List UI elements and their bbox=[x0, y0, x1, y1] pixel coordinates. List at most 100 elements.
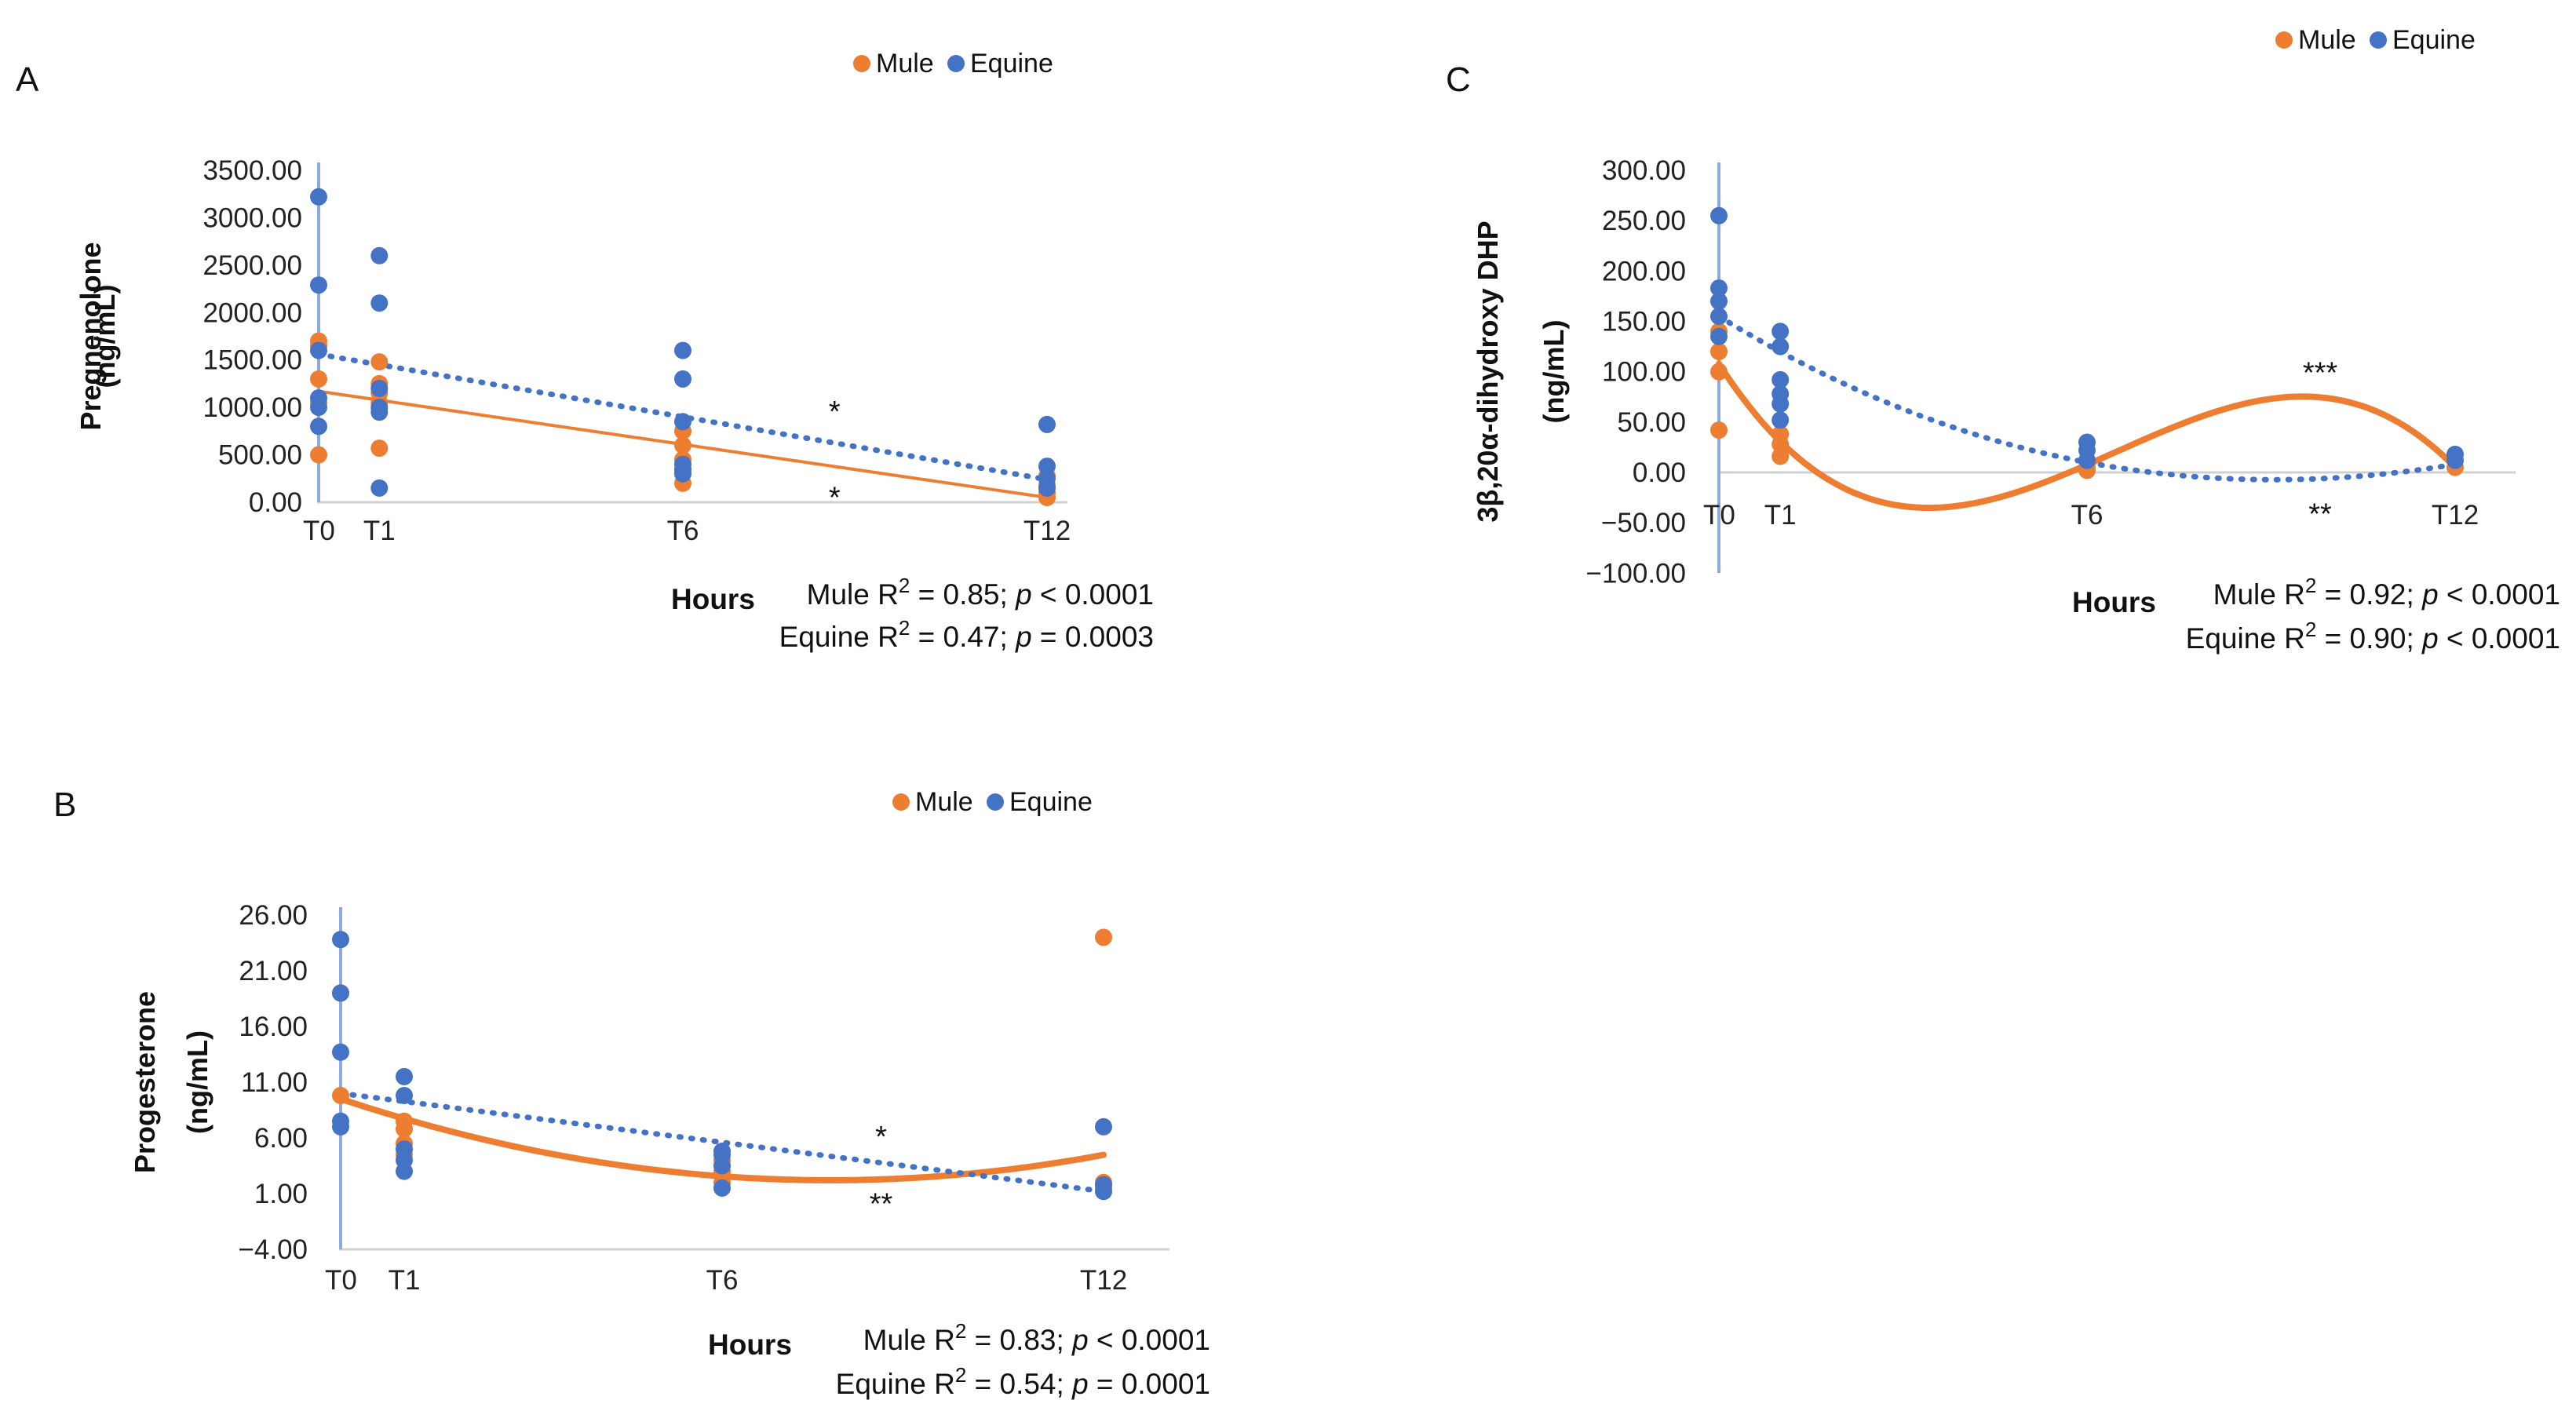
x-tick-label-t1: T1 bbox=[389, 1265, 421, 1296]
x-tick-label-t12: T12 bbox=[1023, 516, 1071, 546]
data-point-equine bbox=[1710, 308, 1728, 326]
data-point-equine bbox=[332, 1043, 349, 1061]
data-point-equine bbox=[1710, 292, 1728, 310]
data-point-equine bbox=[674, 465, 691, 483]
y-tick-label: 21.00 bbox=[239, 956, 308, 986]
x-tick-label-t6: T6 bbox=[2071, 500, 2103, 530]
trendline-equine bbox=[316, 352, 1050, 483]
y-tick-label: 50.00 bbox=[1617, 407, 1686, 438]
data-point-mule bbox=[370, 439, 389, 458]
y-axis-label-line1: 3β,20α-dihydroxy DHP bbox=[1472, 221, 1504, 522]
data-point-mule bbox=[1095, 928, 1112, 946]
stats-equine: Equine R2 = 0.47; p = 0.0003 bbox=[779, 616, 1154, 653]
data-point-equine bbox=[674, 341, 691, 359]
y-tick-label: 200.00 bbox=[1602, 256, 1686, 286]
data-point-equine bbox=[2078, 451, 2096, 469]
x-tick-label-t1: T1 bbox=[1764, 500, 1797, 530]
data-point-equine bbox=[1038, 458, 1056, 476]
data-point-equine bbox=[332, 984, 349, 1002]
data-point-equine bbox=[370, 403, 389, 421]
y-axis-label-line1: Progesterone bbox=[129, 991, 161, 1173]
chart-panel-b: B Mule Equine 26.00 21.00 16.00 11.00 6.00 1.00 −… bbox=[53, 786, 1210, 1400]
data-point-equine bbox=[1095, 1117, 1112, 1136]
y-axis-label: 3β,20α-dihydroxy DHP (ng/mL) bbox=[1472, 221, 1570, 522]
x-tick-label-t0: T0 bbox=[303, 516, 335, 546]
y-axis-label-line1: Pregnenolone bbox=[75, 242, 107, 430]
y-tick-label: 150.00 bbox=[1602, 307, 1686, 337]
data-point-equine bbox=[310, 276, 327, 294]
y-tick-label: 2500.00 bbox=[203, 250, 302, 281]
data-point-equine bbox=[332, 931, 349, 949]
data-point-equine bbox=[1710, 279, 1728, 297]
significance-marker: * bbox=[829, 482, 841, 515]
data-point-equine bbox=[713, 1157, 731, 1175]
x-axis-label: Hours bbox=[2072, 586, 2156, 618]
legend-label-mule: Mule bbox=[876, 49, 934, 78]
x-tick-label-t12: T12 bbox=[2432, 500, 2479, 530]
y-tick-label: 250.00 bbox=[1602, 206, 1686, 236]
data-point-equine bbox=[674, 370, 691, 388]
x-axis-label: Hours bbox=[708, 1329, 792, 1361]
y-axis-label: Progesterone (ng/mL) bbox=[129, 991, 213, 1173]
legend-marker-mule bbox=[2275, 31, 2293, 49]
x-tick-label-t1: T1 bbox=[363, 516, 396, 546]
legend-marker-equine bbox=[947, 55, 965, 72]
legend-marker-mule bbox=[853, 55, 870, 72]
stats-equine: Equine R2 = 0.90; p < 0.0001 bbox=[2186, 618, 2560, 654]
y-axis-label-line2: (ng/mL) bbox=[181, 1030, 213, 1134]
data-point-equine bbox=[396, 1162, 413, 1180]
data-point-equine bbox=[396, 1087, 413, 1104]
panel-label: C bbox=[1446, 60, 1471, 99]
data-point-equine bbox=[1710, 327, 1728, 345]
data-point-mule bbox=[1710, 363, 1728, 381]
x-tick-label-t6: T6 bbox=[706, 1265, 739, 1296]
data-point-mule bbox=[674, 436, 691, 454]
legend-marker-equine bbox=[987, 793, 1004, 811]
data-point-equine bbox=[1771, 411, 1790, 429]
y-tick-label: 3000.00 bbox=[203, 202, 302, 233]
data-point-mule bbox=[332, 1087, 349, 1104]
legend: Mule Equine bbox=[853, 49, 1053, 78]
chart-panel-c: C Mule Equine 300.00 250.00 200.00 150.00 100.0… bbox=[1446, 25, 2560, 654]
y-axis-label-line2: (ng/mL) bbox=[1538, 320, 1570, 424]
legend: Mule Equine bbox=[892, 787, 1093, 817]
x-axis-label: Hours bbox=[671, 583, 755, 615]
stats-equine: Equine R2 = 0.54; p = 0.0001 bbox=[836, 1363, 1210, 1400]
data-point-equine bbox=[1771, 370, 1790, 388]
y-tick-label: 3500.00 bbox=[203, 155, 302, 186]
y-tick-label: 1.00 bbox=[254, 1179, 308, 1209]
data-point-equine bbox=[1038, 479, 1056, 497]
data-point-mule bbox=[1771, 447, 1790, 465]
data-point-equine bbox=[1038, 415, 1056, 433]
y-tick-label: −4.00 bbox=[238, 1234, 308, 1265]
legend-label-equine: Equine bbox=[1009, 787, 1093, 817]
data-point-mule bbox=[310, 446, 327, 464]
y-tick-label: 0.00 bbox=[1633, 458, 1686, 488]
y-tick-label: −100.00 bbox=[1586, 558, 1687, 589]
legend: Mule Equine bbox=[2275, 25, 2476, 55]
stats-mule: Mule R2 = 0.85; p < 0.0001 bbox=[807, 574, 1154, 611]
data-point-equine bbox=[1771, 323, 1790, 341]
y-tick-label: 0.00 bbox=[249, 487, 302, 518]
data-point-equine bbox=[332, 1117, 349, 1136]
data-point-equine bbox=[370, 380, 389, 397]
panel-label: B bbox=[53, 786, 76, 824]
y-tick-label: 11.00 bbox=[241, 1067, 308, 1098]
data-point-equine bbox=[310, 399, 327, 417]
y-tick-label: 1500.00 bbox=[203, 345, 302, 376]
y-axis-label: Pregnenolone(ng/mL) bbox=[75, 242, 121, 430]
x-tick-label-t12: T12 bbox=[1080, 1265, 1127, 1296]
legend-label-equine: Equine bbox=[2392, 25, 2476, 55]
data-point-equine bbox=[1771, 395, 1790, 413]
data-point-mule bbox=[1771, 436, 1790, 454]
data-point-equine bbox=[370, 246, 389, 264]
significance-marker: * bbox=[875, 1121, 887, 1154]
data-point-equine bbox=[713, 1179, 731, 1197]
data-point-mule bbox=[396, 1120, 413, 1138]
data-point-equine bbox=[2446, 451, 2464, 469]
legend-label-equine: Equine bbox=[970, 49, 1053, 78]
legend-marker-equine bbox=[2370, 31, 2387, 49]
y-axis-label-line2: (ng/mL) bbox=[89, 285, 121, 388]
panel-label: A bbox=[16, 60, 39, 99]
